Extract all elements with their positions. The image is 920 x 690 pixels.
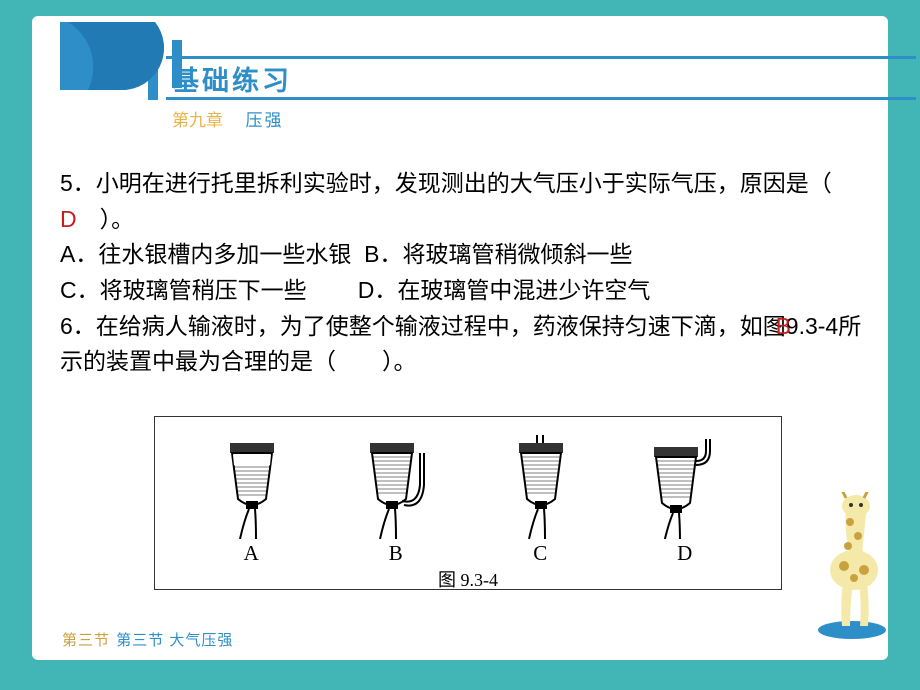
figure-label-c: C — [490, 541, 590, 566]
q5-stem: 5．小明在进行托里拆利实验时，发现测出的大气压小于实际气压，原因是（ D ）。 — [60, 166, 875, 237]
sub-chapter: 第九章 压强 — [172, 106, 283, 131]
q5-opt-a: A．往水银槽内多加一些水银 — [60, 241, 351, 267]
q5-options-line2: C．将玻璃管稍压下一些 D．在玻璃管中混进少许空气 — [60, 273, 875, 309]
q6-stem-text2: ）。 — [359, 348, 417, 374]
q5-options-line1: A．往水银槽内多加一些水银 B．将玻璃管稍微倾斜一些 — [60, 237, 875, 273]
q5-opt-b: B．将玻璃管稍微倾斜一些 — [364, 241, 632, 267]
q5-answer: D — [60, 206, 77, 232]
q6-answer: B — [776, 309, 791, 345]
q5-opt-d: D．在玻璃管中混进少许空气 — [358, 277, 651, 303]
chapter-number: 第九章 — [172, 111, 223, 130]
figure-label-a: A — [201, 541, 301, 566]
footer-section-blue: 第三节 大气压强 — [116, 632, 233, 649]
figure-label-d: D — [635, 541, 735, 566]
header-bar: 基础练习 — [148, 56, 916, 100]
content-area: 5．小明在进行托里拆利实验时，发现测出的大气压小于实际气压，原因是（ D ）。 … — [60, 166, 875, 380]
q5-stem-text1: 5．小明在进行托里拆利实验时，发现测出的大气压小于实际气压，原因是（ — [60, 170, 855, 196]
mascot-giraffe-icon — [800, 492, 900, 642]
corner-decoration — [60, 22, 190, 92]
footer: 第三节 第三节 大气压强 — [62, 629, 233, 650]
figure-devices-row — [155, 417, 781, 539]
q5-opt-c: C．将玻璃管稍压下一些 — [60, 277, 307, 303]
q6-stem: 6．在给病人输液时，为了使整个输液过程中，药液保持匀速下滴，如图9.3-4所示的… — [60, 309, 875, 380]
device-c — [490, 435, 590, 539]
header-title: 基础练习 — [172, 59, 292, 98]
device-a — [201, 439, 301, 539]
header-main: 基础练习 — [166, 56, 916, 100]
figure-caption: 图 9.3-4 — [155, 566, 781, 592]
chapter-name: 压强 — [245, 111, 283, 130]
figure-labels-row: A B C D — [155, 539, 781, 566]
q6-stem-text1: 6．在给病人输液时，为了使整个输液过程中，药液保持匀速下滴，如图9.3-4所示的… — [60, 313, 861, 375]
device-b — [346, 439, 446, 539]
footer-section-gold: 第三节 — [62, 632, 110, 649]
figure-label-b: B — [346, 541, 446, 566]
q5-stem-text2: ）。 — [77, 206, 135, 232]
device-d — [635, 439, 735, 539]
slide-body: 基础练习 第九章 压强 5．小明在进行托里拆利实验时，发现测出的大气压小于实际气… — [32, 16, 888, 660]
figure-9-3-4: A B C D 图 9.3-4 — [154, 416, 782, 590]
